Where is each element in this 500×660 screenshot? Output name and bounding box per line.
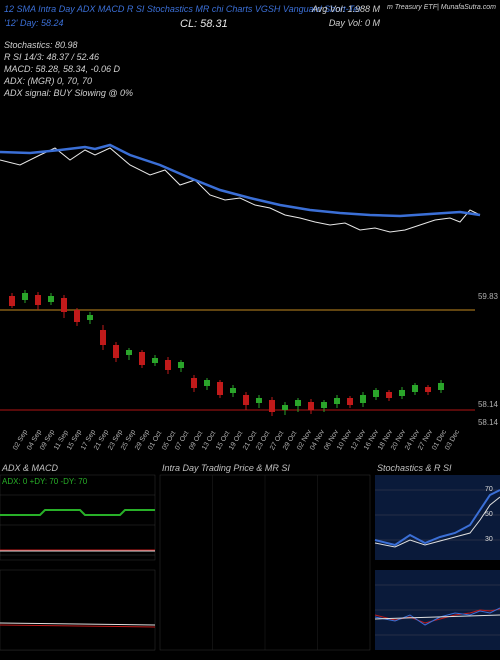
header-day: '12' Day: 58.24 — [4, 18, 63, 28]
price-label: 58.14 — [478, 400, 498, 409]
header-macd: MACD: 58.28, 58.34, -0.06 D — [4, 64, 120, 74]
stoch-tick: 30 — [485, 536, 493, 543]
price-label: 58.14 — [478, 418, 498, 427]
header-top-left: 12 SMA Intra Day ADX MACD R SI Stochasti… — [4, 4, 361, 14]
header-source: m Treasury ETF| MunafaSutra.com — [387, 4, 496, 11]
header-close: CL: 58.31 — [180, 18, 228, 30]
header-adx-signal: ADX signal: BUY Slowing @ 0% — [4, 88, 133, 98]
header-rsi: R SI 14/3: 48.37 / 52.46 — [4, 52, 99, 62]
adx-title: ADX & MACD — [2, 463, 58, 473]
price-label: 59.83 — [478, 292, 498, 301]
adx-label: ADX: 0 +DY: 70 -DY: 70 — [2, 477, 87, 486]
stoch-tick: 70 — [485, 486, 493, 493]
header-stoch: Stochastics: 80.98 — [4, 40, 78, 50]
header-avg-vol: Avg Vol: 1.988 M — [312, 4, 380, 14]
stoch-title: Stochastics & R SI — [377, 463, 452, 473]
header-day-vol: Day Vol: 0 M — [329, 18, 380, 28]
intra-title: Intra Day Trading Price & MR SI — [162, 463, 290, 473]
stoch-tick: 50 — [485, 511, 493, 518]
header-adx: ADX: (MGR) 0, 70, 70 — [4, 76, 92, 86]
